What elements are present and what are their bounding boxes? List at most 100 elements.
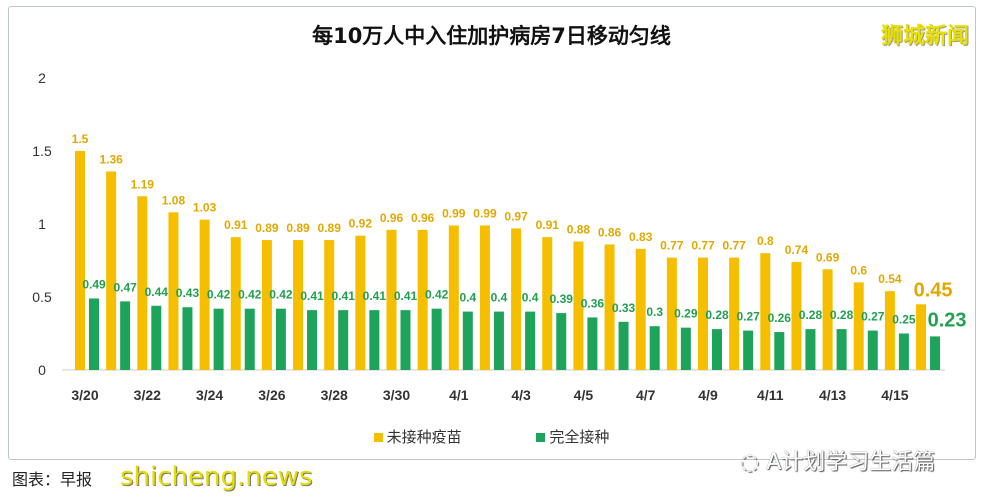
source-note: 图表：早报 (12, 470, 93, 489)
data-label: 0.4 (522, 291, 539, 305)
bar-vaccinated (774, 332, 785, 370)
data-label: 0.83 (629, 230, 653, 244)
data-label: 0.89 (318, 221, 342, 235)
bar-unvaccinated (199, 219, 210, 370)
bar-unvaccinated (729, 257, 740, 370)
bar-unvaccinated (448, 225, 459, 370)
bar-unvaccinated (822, 269, 833, 370)
x-tick-label: 4/9 (698, 387, 718, 403)
data-label: 0.28 (830, 308, 854, 322)
legend: 未接种疫苗 完全接种 (0, 426, 983, 447)
bar-vaccinated (151, 305, 162, 370)
data-label: 0.25 (892, 313, 916, 327)
legend-label: 完全接种 (549, 428, 610, 446)
x-tick-label: 4/1 (449, 387, 469, 403)
x-tick-label: 4/13 (819, 387, 846, 403)
bar-unvaccinated (479, 225, 490, 370)
data-label: 0.91 (224, 218, 248, 232)
data-label: 0.86 (598, 225, 622, 239)
data-label: 0.36 (581, 296, 605, 310)
watermark: shicheng.news (120, 462, 313, 492)
data-label: 0.8 (757, 234, 774, 248)
bar-unvaccinated (106, 171, 117, 370)
bar-vaccinated (307, 310, 318, 370)
x-tick-label: 4/3 (511, 387, 531, 403)
data-label: 0.89 (255, 221, 279, 235)
bar-vaccinated (213, 308, 224, 370)
bar-unvaccinated (635, 248, 646, 370)
data-label: 0.41 (394, 289, 418, 303)
data-label: 0.39 (550, 292, 574, 306)
bar-unvaccinated (916, 304, 927, 370)
data-label: 0.4 (459, 291, 476, 305)
bar-vaccinated (525, 311, 536, 370)
data-label: 0.99 (473, 206, 497, 220)
data-label: 0.96 (380, 211, 404, 225)
data-label: 0.41 (332, 289, 356, 303)
y-tick-label: 1 (38, 216, 46, 232)
data-label: 0.29 (674, 307, 698, 321)
bar-vaccinated (182, 307, 193, 370)
data-label: 1.36 (99, 152, 123, 166)
legend-item-vaccinated: 完全接种 (536, 426, 609, 447)
bar-unvaccinated (168, 212, 179, 370)
bar-vaccinated (930, 336, 941, 370)
data-label: 0.41 (363, 289, 387, 303)
bar-vaccinated (120, 301, 131, 370)
data-label: 0.41 (300, 289, 324, 303)
bar-vaccinated (743, 330, 754, 370)
data-label: 0.6 (850, 263, 867, 277)
bar-vaccinated (805, 329, 816, 370)
data-label: 0.77 (660, 239, 684, 253)
logo: 狮城新闻 (880, 24, 969, 49)
bar-vaccinated (836, 329, 847, 370)
data-label: 0.27 (736, 310, 760, 324)
bar-vaccinated (431, 308, 442, 370)
wechat-name: A计划学习生活篇 (766, 450, 936, 475)
data-label: 0.42 (269, 288, 293, 302)
data-label: 0.96 (411, 211, 435, 225)
x-tick-label: 3/30 (383, 387, 410, 403)
data-label: 0.3 (646, 305, 663, 319)
bar-unvaccinated (230, 237, 241, 370)
data-label: 0.74 (785, 243, 809, 257)
bar-unvaccinated (75, 151, 85, 370)
data-label: 1.19 (131, 177, 155, 191)
bar-vaccinated (712, 329, 722, 370)
bar-unvaccinated (261, 240, 272, 370)
bar-unvaccinated (760, 253, 771, 370)
data-label: 0.28 (799, 308, 823, 322)
bar-vaccinated (587, 317, 598, 370)
bar-unvaccinated (573, 241, 584, 370)
bar-vaccinated (556, 313, 567, 370)
data-label: 0.26 (768, 311, 792, 325)
bar-unvaccinated (355, 235, 366, 370)
legend-swatch (536, 433, 546, 442)
bar-unvaccinated (417, 229, 428, 370)
data-label: 0.44 (145, 285, 169, 299)
data-label: 0.88 (567, 223, 591, 237)
data-label: 0.69 (816, 250, 840, 264)
bar-unvaccinated (791, 261, 802, 370)
bar-unvaccinated (386, 229, 397, 370)
wechat-account: ◌ A计划学习生活篇 (740, 444, 935, 476)
data-label: 0.77 (722, 239, 746, 253)
data-label: 0.33 (612, 301, 636, 315)
legend-swatch (373, 433, 383, 442)
bar-unvaccinated (884, 291, 895, 370)
data-label: 0.42 (425, 288, 449, 302)
bar-unvaccinated (604, 244, 615, 370)
data-label: 1.5 (72, 132, 89, 146)
bar-unvaccinated (511, 228, 522, 370)
data-label: 1.08 (162, 193, 186, 207)
wechat-icon: ◌ (740, 450, 767, 475)
bar-vaccinated (898, 333, 909, 370)
legend-item-unvaccinated: 未接种疫苗 (373, 426, 462, 447)
bar-unvaccinated (853, 282, 864, 370)
bar-unvaccinated (542, 237, 553, 370)
data-label: 1.03 (193, 201, 217, 215)
data-label: 0.89 (286, 221, 310, 235)
bar-vaccinated (493, 311, 504, 370)
data-label: 0.91 (536, 218, 560, 232)
bar-vaccinated (244, 308, 255, 370)
